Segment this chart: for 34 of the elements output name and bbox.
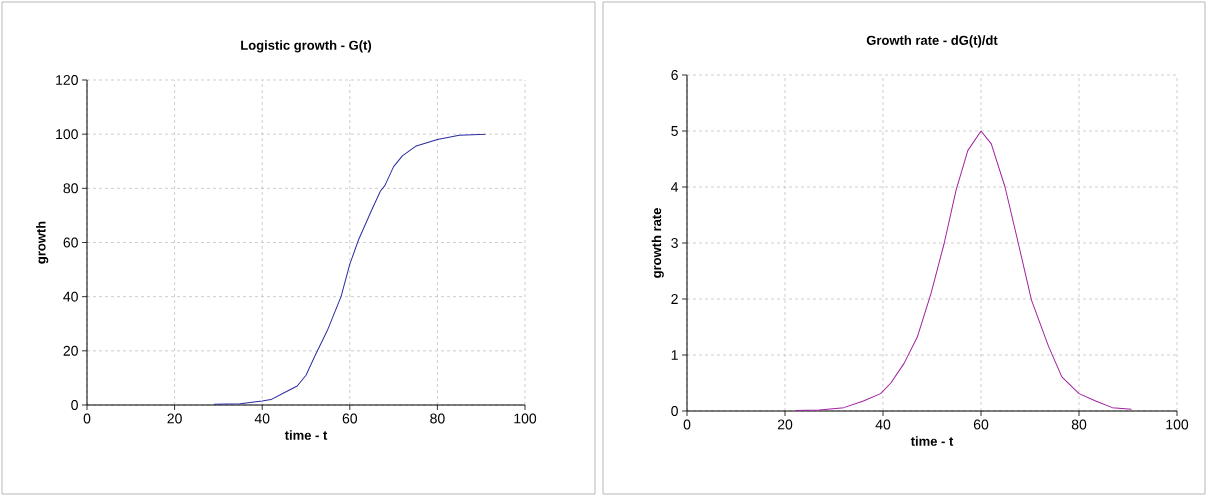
x-tick-label: 80: [430, 413, 445, 424]
x-tick-label: 20: [777, 419, 793, 430]
y-tick-label: 120: [56, 75, 78, 85]
x-tick-label: 60: [973, 419, 989, 430]
y-tick-label: 1: [671, 350, 678, 360]
x-axis-title: time - t: [284, 430, 328, 440]
x-tick-label: 20: [167, 413, 182, 424]
y-tick-label: 80: [63, 183, 78, 194]
y-tick-label: 6: [671, 70, 678, 80]
y-tick-label: 5: [671, 126, 678, 136]
y-tick-label: 60: [63, 237, 78, 248]
y-tick-label: 20: [63, 345, 78, 356]
chart-title: Growth rate - dG(t)/dt: [866, 35, 998, 48]
y-tick-label: 40: [63, 291, 78, 302]
y-tick-label: 0: [671, 406, 678, 416]
y-tick-label: 0: [71, 400, 78, 410]
x-tick-label: 40: [875, 419, 891, 430]
x-tick-label: 100: [514, 413, 537, 424]
y-tick-label: 3: [671, 238, 678, 248]
x-axis-title: time - t: [910, 436, 954, 446]
x-tick-label: 0: [683, 419, 691, 430]
x-tick-label: 0: [83, 413, 91, 424]
x-tick-label: 80: [1071, 419, 1087, 430]
x-tick-label: 60: [342, 413, 358, 424]
x-tick-label: 40: [254, 413, 270, 424]
y-tick-label: 2: [671, 294, 678, 304]
y-axis-title: growth rate: [651, 208, 664, 278]
y-axis-title: growth: [36, 221, 49, 264]
y-tick-label: 4: [671, 182, 679, 192]
y-tick-label: 100: [56, 129, 78, 140]
line-series: [213, 133, 487, 405]
chart-title: Logistic growth - G(t): [241, 40, 372, 53]
line-series: [795, 130, 1132, 411]
x-tick-label: 100: [1166, 419, 1189, 430]
